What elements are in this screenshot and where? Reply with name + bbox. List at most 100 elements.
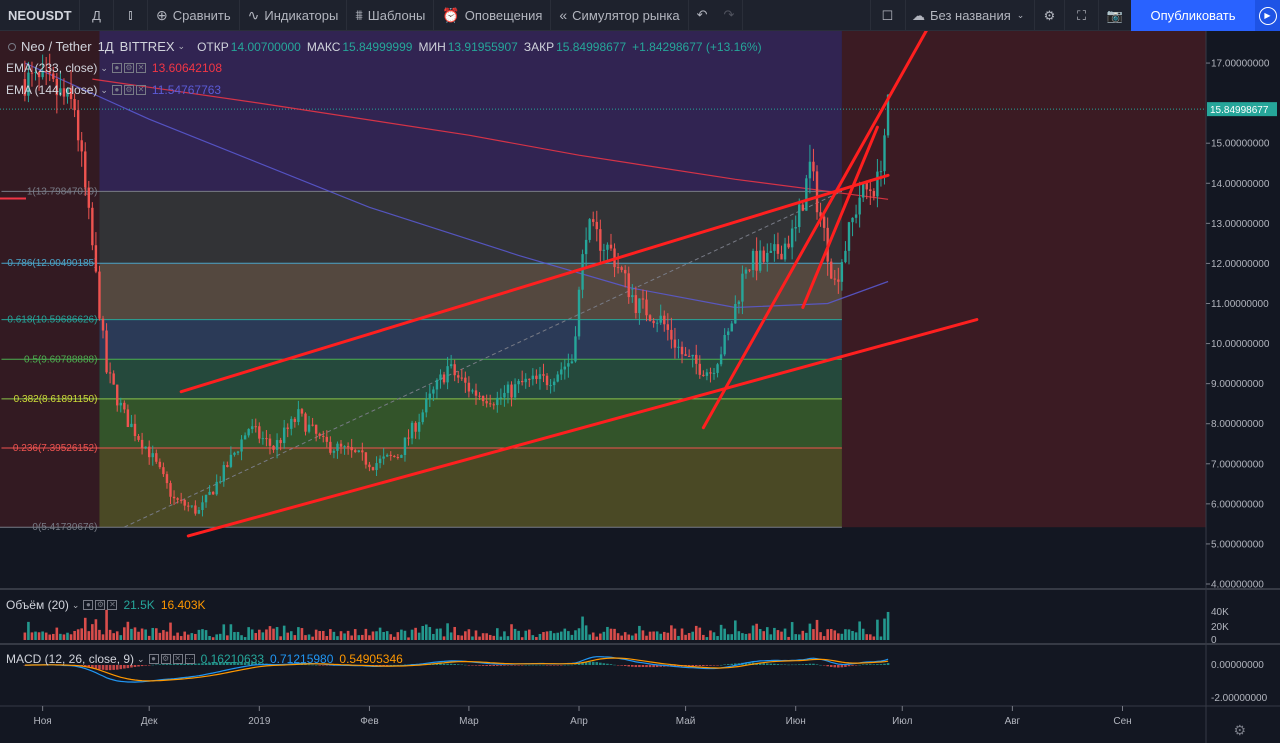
time-tick-label: Ноя xyxy=(34,716,52,727)
candle-body xyxy=(755,250,758,271)
fib-trend-line xyxy=(124,190,843,528)
volume-bar xyxy=(524,630,528,640)
templates-button[interactable]: ⩩ Шаблоны xyxy=(347,0,435,31)
interval-button[interactable]: Д xyxy=(80,0,114,31)
macd-hist-bar xyxy=(396,664,400,666)
eye-icon[interactable]: ● xyxy=(111,63,122,73)
volume-bar xyxy=(275,627,279,640)
close-icon[interactable]: ✕ xyxy=(135,63,146,73)
candle-body xyxy=(744,269,748,274)
layout-name-button[interactable]: ☁ Без названия ⌄ xyxy=(905,0,1033,31)
symbol-search[interactable]: NEOUSDT xyxy=(0,0,80,31)
volume-bar xyxy=(734,620,737,640)
trendlines[interactable] xyxy=(179,31,979,538)
undo-icon: ↶ xyxy=(696,7,708,22)
play-button[interactable]: ▶ xyxy=(1255,0,1280,31)
axis-settings-gear-icon[interactable]: ⚙ xyxy=(1233,722,1246,738)
candle-body xyxy=(233,452,236,455)
volume-bar xyxy=(66,632,69,640)
volume-bar xyxy=(556,632,560,640)
candle-body xyxy=(432,389,435,394)
volume-bar xyxy=(652,631,655,640)
macd-hist-bar xyxy=(435,663,439,665)
close-icon[interactable]: ✕ xyxy=(107,600,118,610)
trendline xyxy=(179,173,890,394)
candle-body xyxy=(329,441,332,453)
macd-hist-bar xyxy=(179,663,183,665)
compare-button[interactable]: ⊕ Сравнить xyxy=(148,0,240,31)
undo-button[interactable]: ↶ xyxy=(689,0,716,31)
macd-hist-bar xyxy=(545,665,549,666)
macd-controls[interactable]: ● ⚙ ✕ ⋯ xyxy=(148,654,197,664)
ema144-controls[interactable]: ● ⚙ ✕ xyxy=(111,85,148,95)
price-tick-label: 13.00000000 xyxy=(1211,219,1270,230)
volume-bar xyxy=(165,631,169,640)
eye-icon[interactable]: ● xyxy=(83,600,94,610)
fib-retracement[interactable]: 1(13.79847019) 0.786(12.00490185) 0.618(10… xyxy=(0,31,1206,533)
volume-bar xyxy=(805,632,808,640)
gear-icon[interactable]: ⚙ xyxy=(123,85,134,95)
candle-body xyxy=(343,446,346,448)
candle-body xyxy=(758,250,762,271)
eye-icon[interactable]: ● xyxy=(111,85,122,95)
snapshot-button[interactable]: 📷 xyxy=(1098,0,1131,31)
candle-body xyxy=(52,73,55,79)
volume-bar xyxy=(421,625,425,640)
volume-bar xyxy=(687,633,691,640)
chart-type-button[interactable]: ⫾ xyxy=(114,0,148,31)
volume-bar xyxy=(353,629,357,640)
macd-hist-bar xyxy=(723,664,726,665)
ema144-legend[interactable]: EMA (144, close) ⌄ ● ⚙ ✕ 11.54767763 xyxy=(6,83,221,97)
volume-bar xyxy=(190,633,194,640)
volume-legend[interactable]: Объём (20) ⌄ ● ⚙ ✕ 21.5K 16.403K xyxy=(6,598,206,612)
candle-body xyxy=(162,467,165,475)
volume-bar xyxy=(584,625,588,640)
volume-bar xyxy=(797,634,801,640)
eye-icon[interactable]: ● xyxy=(148,654,159,664)
candle-body xyxy=(247,429,250,436)
settings-button[interactable]: ⚙ xyxy=(1034,0,1064,31)
more-icon[interactable]: ⋯ xyxy=(184,654,195,664)
candle-body xyxy=(783,243,787,260)
candle-body xyxy=(410,422,414,439)
volume-bar xyxy=(417,632,421,640)
chevron-down-icon[interactable]: ⌄ xyxy=(177,41,186,51)
candle-body xyxy=(695,354,698,364)
fullscreen-button[interactable]: ⛶ xyxy=(1064,0,1098,31)
macd-hist-bar xyxy=(233,662,236,665)
volume-controls[interactable]: ● ⚙ ✕ xyxy=(83,600,119,610)
volume-bar xyxy=(837,633,840,640)
candle-body xyxy=(105,330,108,373)
ema233-controls[interactable]: ● ⚙ ✕ xyxy=(111,63,148,73)
replay-button[interactable]: «Симулятор рынка xyxy=(551,0,689,31)
close-icon[interactable]: ✕ xyxy=(135,85,146,95)
time-tick-label: Май xyxy=(676,716,696,727)
ema233-legend[interactable]: EMA (233, close) ⌄ ● ⚙ ✕ 13.60642108 xyxy=(6,61,222,75)
publish-button[interactable]: Опубликовать xyxy=(1131,0,1255,31)
volume-bar xyxy=(98,629,101,640)
gear-icon[interactable]: ⚙ xyxy=(160,654,171,664)
candle-body xyxy=(858,197,861,215)
volume-bar xyxy=(709,630,712,640)
volume-bar xyxy=(730,634,734,640)
alerts-button[interactable]: ⏰ Оповещения xyxy=(434,0,552,31)
macd-hist-bar xyxy=(474,665,478,666)
candle-body xyxy=(265,438,268,440)
indicators-button[interactable]: ∿ Индикаторы xyxy=(240,0,348,31)
fullscreen-layout-button[interactable]: ☐ xyxy=(870,0,904,31)
volume-bar xyxy=(680,628,684,640)
close-icon[interactable]: ✕ xyxy=(172,654,183,664)
price-chart[interactable]: 1(13.79847019) 0.786(12.00490185) 0.618(10… xyxy=(0,31,1280,743)
gear-icon[interactable]: ⚙ xyxy=(95,600,106,610)
square-icon: ☐ xyxy=(881,7,894,23)
candle-body xyxy=(748,269,751,271)
volume-bar xyxy=(883,618,886,640)
ema144-label: EMA (144, close) xyxy=(6,83,98,97)
candle-body xyxy=(677,346,680,348)
gear-icon[interactable]: ⚙ xyxy=(123,63,134,73)
candle-body xyxy=(268,438,272,446)
macd-legend[interactable]: MACD (12, 26, close, 9) ⌄ ● ⚙ ✕ ⋯ 0.1621063… xyxy=(6,652,403,666)
candle-body xyxy=(865,182,868,190)
redo-button[interactable]: ↷ xyxy=(716,0,744,31)
volume-bar xyxy=(428,627,432,640)
